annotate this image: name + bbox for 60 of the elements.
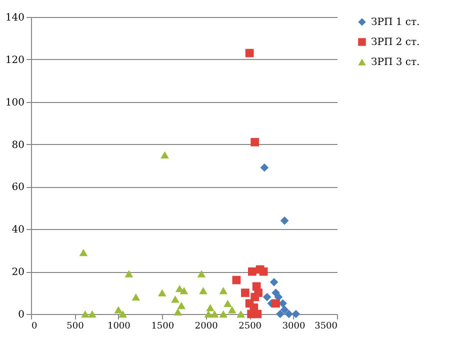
point <box>272 299 280 308</box>
y-tick-label: 80 <box>12 140 24 151</box>
point <box>292 310 300 318</box>
point <box>284 310 294 318</box>
point <box>124 270 134 278</box>
point <box>197 270 206 278</box>
point <box>132 293 140 301</box>
x-tick-label: 0 <box>32 322 38 332</box>
point <box>250 138 259 146</box>
legend-label: ЗРП 1 ст. <box>371 17 420 28</box>
point <box>248 267 256 276</box>
point <box>206 304 214 312</box>
x-tick-label: 1500 <box>151 322 174 332</box>
y-tick-label: 120 <box>5 54 24 66</box>
point <box>114 306 123 314</box>
y-tick-label: 140 <box>5 12 24 24</box>
x-tick-label: 1000 <box>107 322 131 332</box>
point <box>250 292 259 302</box>
point <box>118 310 127 318</box>
y-tick-label: 100 <box>5 97 24 108</box>
point <box>280 216 289 225</box>
point <box>276 310 284 318</box>
point <box>219 287 228 294</box>
point <box>158 289 166 296</box>
y-tick-label: 20 <box>12 267 24 278</box>
y-tick-label: 0 <box>18 310 24 320</box>
point <box>219 310 228 318</box>
point <box>210 310 219 318</box>
point <box>204 310 213 318</box>
point <box>79 248 88 256</box>
point <box>232 276 241 284</box>
point <box>259 267 268 276</box>
y-tick-label: 60 <box>12 182 24 194</box>
x-tick-label: 3500 <box>314 322 338 332</box>
legend-label: ЗРП 3 ст. <box>371 57 420 68</box>
point <box>81 310 90 318</box>
point <box>280 306 289 314</box>
point <box>253 310 262 318</box>
x-tick-label: 2000 <box>194 322 218 332</box>
x-tick-label: 3000 <box>282 322 306 332</box>
y-tick-label: 40 <box>12 224 24 236</box>
point <box>270 278 278 286</box>
point <box>88 310 96 318</box>
point <box>260 163 269 172</box>
point <box>245 48 254 58</box>
point <box>160 151 169 159</box>
point <box>199 287 208 294</box>
point <box>278 299 287 308</box>
point <box>224 300 232 308</box>
legend-label: ЗРП 2 ст. <box>371 37 420 48</box>
point <box>174 308 182 316</box>
point <box>236 310 246 318</box>
x-tick-label: 500 <box>66 322 84 332</box>
point <box>262 292 272 302</box>
point <box>171 296 180 303</box>
point <box>177 302 186 310</box>
point <box>241 288 250 297</box>
point <box>180 287 188 294</box>
point <box>228 306 236 314</box>
x-tick-label: 2500 <box>238 322 262 332</box>
